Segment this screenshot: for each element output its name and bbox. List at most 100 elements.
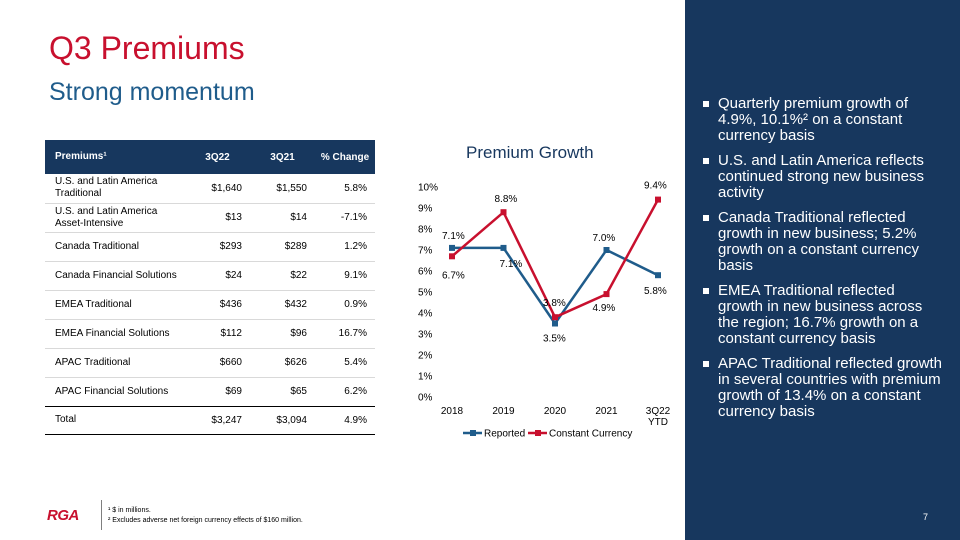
data-label: 4.9% <box>593 303 616 314</box>
data-label: 7.0% <box>593 233 616 244</box>
header-premiums: Premiums¹ <box>45 140 185 174</box>
bullet-square-icon <box>703 215 709 221</box>
data-label: 6.7% <box>442 270 465 281</box>
value-3q22: $13 <box>185 203 250 233</box>
row-label: Canada Financial Solutions <box>45 261 185 291</box>
header-change: % Change <box>315 140 375 174</box>
data-label: 7.1% <box>500 259 523 270</box>
bullet-item: Canada Traditional reflected growth in n… <box>703 210 943 274</box>
data-point <box>449 244 455 251</box>
premium-growth-chart: 0% 1% 2% 3% 4% 5% 6% 7% 8% 9% 10% 2018 2019 2020 2021 3… <box>418 181 671 440</box>
x-tick-label: 3Q22 YTD <box>646 406 671 428</box>
value-3q22: $660 <box>185 348 250 378</box>
y-tick-label: 8% <box>418 225 433 236</box>
value-change: 9.1% <box>315 261 375 291</box>
x-tick-label: 2019 <box>492 406 515 417</box>
value-3q21: $65 <box>290 386 307 397</box>
footnote-1: ¹ $ in millions. <box>108 507 151 514</box>
data-point <box>552 314 558 321</box>
bullet-text: EMEA Traditional reflected growth in new… <box>718 282 923 347</box>
row-label: APAC Financial Solutions <box>55 385 169 397</box>
right-panel <box>685 0 960 540</box>
row-label: U.S. and Latin America Traditional <box>45 174 185 204</box>
table-row: EMEA Traditional $436 $432 0.9% <box>45 290 375 320</box>
bullet-text: U.S. and Latin America reflects continue… <box>718 152 924 201</box>
table-row: Canada Traditional $293 $289 1.2% <box>45 232 375 262</box>
bullet-text: Quarterly premium growth of 4.9%, 10.1%²… <box>718 95 909 144</box>
x-tick-label: 2018 <box>441 406 464 417</box>
value-change: 4.9% <box>315 405 375 435</box>
slide-title: Q3 Premiums <box>49 30 245 66</box>
data-point <box>500 244 507 251</box>
value-change: 5.8% <box>315 174 375 204</box>
row-label: EMEA Traditional <box>45 290 185 320</box>
value-change: 16.7% <box>315 319 375 349</box>
data-label: 9.4% <box>644 181 667 192</box>
y-tick-label: 10% <box>418 183 438 194</box>
table-row: U.S. and Latin America Asset-Intensive $1… <box>45 203 375 233</box>
footnotes: ¹ $ in millions. ² Excludes adverse net … <box>108 506 303 526</box>
bullet-square-icon <box>703 158 709 164</box>
slide-subtitle: Strong momentum <box>49 78 255 106</box>
value-3q22: $112 <box>185 319 250 349</box>
y-tick-label: 3% <box>418 330 433 341</box>
bullet-square-icon <box>703 361 709 367</box>
data-label: 3.5% <box>543 334 566 345</box>
value-3q21: $3,094 <box>250 405 315 435</box>
value-3q22: $24 <box>185 261 250 291</box>
bullet-square-icon <box>703 288 709 294</box>
legend-reported-marker <box>470 430 476 436</box>
series-line-reported <box>452 246 659 326</box>
table-row: APAC Financial Solutions $69 $65 6.2% <box>45 377 375 406</box>
bullet-item: Quarterly premium growth of 4.9%, 10.1%²… <box>703 96 943 144</box>
data-point <box>603 291 610 298</box>
row-label: Total <box>45 405 185 435</box>
value-3q21: $1,550 <box>250 174 315 204</box>
value-3q21: $626 <box>250 348 315 378</box>
legend-constant-marker <box>535 430 541 436</box>
bullet-item: APAC Traditional reflected growth in sev… <box>703 356 943 420</box>
value-change: 1.2% <box>315 232 375 262</box>
bullet-text: APAC Traditional reflected growth in sev… <box>718 355 942 420</box>
bullet-square-icon <box>703 101 709 107</box>
bullet-item: EMEA Traditional reflected growth in new… <box>703 283 943 347</box>
table-row: APAC Traditional $660 $626 5.4% <box>45 348 375 378</box>
page-number: 7 <box>923 512 929 522</box>
data-point <box>449 253 455 260</box>
bullet-list: Quarterly premium growth of 4.9%, 10.1%²… <box>703 96 943 429</box>
value-3q22: $436 <box>185 290 250 320</box>
rga-logo: RGA <box>47 507 79 524</box>
value-3q21: $432 <box>250 290 315 320</box>
x-tick-label: 2021 <box>595 406 618 417</box>
value-3q22: $293 <box>185 232 250 262</box>
y-tick-label: 9% <box>418 204 433 215</box>
header-3q21: 3Q21 <box>250 140 315 174</box>
data-label: 3.8% <box>543 298 566 309</box>
value-3q22: $3,247 <box>185 405 250 435</box>
y-tick-label: 0% <box>418 393 433 404</box>
footer-divider <box>101 500 102 530</box>
legend-reported-label: Reported <box>484 429 525 440</box>
table-row: U.S. and Latin America Traditional $1,640… <box>45 174 375 204</box>
data-label: 8.8% <box>495 194 518 205</box>
row-label: APAC Traditional <box>45 348 185 378</box>
data-point <box>655 272 661 279</box>
header-3q22: 3Q22 <box>185 140 250 174</box>
footnote-2: ² Excludes adverse net foreign currency … <box>108 517 303 524</box>
row-label: U.S. and Latin America Asset-Intensive <box>45 203 185 233</box>
value-change: 6.2% <box>344 386 367 397</box>
value-3q21: $289 <box>250 232 315 262</box>
premiums-table: Premiums¹ 3Q22 3Q21 % Change U.S. and La… <box>45 140 375 435</box>
bullet-item: U.S. and Latin America reflects continue… <box>703 153 943 201</box>
value-3q22: $1,640 <box>185 174 250 204</box>
table-header-row: Premiums¹ 3Q22 3Q21 % Change <box>45 140 375 174</box>
y-tick-label: 1% <box>418 372 433 383</box>
y-tick-label: 4% <box>418 309 433 320</box>
row-label: EMEA Financial Solutions <box>45 319 185 349</box>
value-change: 0.9% <box>315 290 375 320</box>
value-3q21: $96 <box>250 319 315 349</box>
row-label: Canada Traditional <box>45 232 185 262</box>
value-3q21: $14 <box>250 203 315 233</box>
data-label: 5.8% <box>644 286 667 297</box>
x-tick-label: 2020 <box>544 406 567 417</box>
